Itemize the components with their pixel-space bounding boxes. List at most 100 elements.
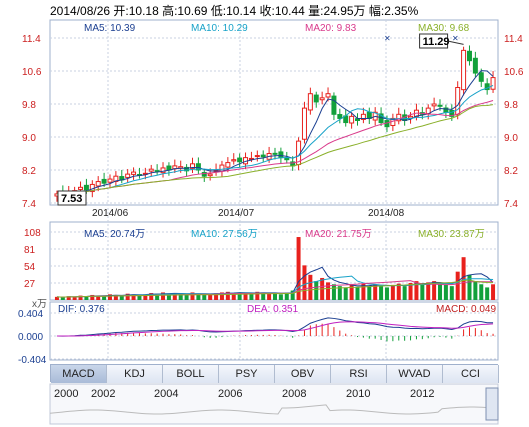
candle-body: [284, 157, 290, 161]
volume-bar: [172, 293, 177, 300]
star-marker-1: ✕: [384, 34, 391, 43]
candle-body: [125, 173, 131, 178]
year-2002: 2002: [91, 388, 116, 400]
candle-body: [207, 173, 213, 177]
volume-bar: [402, 286, 407, 300]
candle-body: [248, 157, 254, 160]
indicator-tabs: MACD KDJ BOLL PSY OBV RSI WVAD CCI: [50, 364, 499, 383]
tab-psy[interactable]: PSY: [219, 365, 275, 383]
vol-ma10-legend: MA10: 27.56万: [191, 229, 258, 240]
volume-bar: [131, 294, 136, 300]
candle-body: [478, 72, 484, 82]
candle-body: [237, 157, 243, 163]
volume-bar: [119, 295, 124, 300]
volume-bar: [84, 296, 89, 300]
volume-bar: [302, 265, 307, 300]
high-marker-label: 11.29: [423, 36, 450, 48]
dif-line: [56, 317, 494, 337]
volume-bar: [184, 294, 189, 300]
volume-bar: [284, 292, 289, 300]
tab-boll[interactable]: BOLL: [163, 365, 219, 383]
candle-body: [107, 178, 113, 183]
vol-ma20-legend: MA20: 21.75万: [305, 229, 372, 240]
volume-bar: [379, 286, 384, 300]
price-ma20-line: [56, 100, 494, 196]
candle-body: [254, 155, 260, 158]
volume-bar: [414, 281, 419, 300]
x-tick-1: 2014/07: [218, 208, 255, 219]
low-marker-box: [57, 190, 87, 206]
tab-rsi[interactable]: RSI: [331, 365, 387, 383]
volume-bar: [54, 296, 59, 300]
price-tick-right: 9.0: [504, 133, 518, 144]
macd-tick: 0.404: [18, 309, 43, 320]
candle-body: [83, 184, 89, 191]
candle-body: [455, 87, 461, 116]
macd-tick: -0.404: [18, 355, 47, 366]
tab-cci[interactable]: CCI: [443, 365, 499, 383]
volume-bar: [331, 284, 336, 300]
volume-bar: [190, 292, 195, 300]
volume-bar: [373, 284, 378, 300]
volume-bar: [396, 283, 401, 300]
volume-bar: [367, 285, 372, 300]
high-marker-pointer: [447, 40, 464, 45]
dea-line: [56, 321, 494, 337]
price-tick-left: 8.2: [22, 166, 36, 177]
volume-bar: [361, 283, 366, 300]
volume-bar: [66, 296, 71, 300]
price-ma30-line: [56, 104, 494, 196]
candle-body: [437, 104, 443, 107]
tab-wvad[interactable]: WVAD: [387, 365, 443, 383]
volume-bar: [125, 293, 130, 300]
tab-macd[interactable]: MACD: [51, 365, 107, 383]
price-tick-left: 7.4: [22, 199, 36, 210]
candle-body: [396, 113, 402, 122]
candle-body: [195, 163, 201, 171]
macd-panel-frame: [49, 301, 499, 361]
candle-body: [260, 154, 266, 158]
volume-bar: [485, 287, 490, 300]
volume-bar: [113, 294, 118, 300]
tab-kdj[interactable]: KDJ: [107, 365, 163, 383]
ma30-legend: MA30: 9.68: [418, 23, 470, 34]
ma10-legend: MA10: 10.29: [191, 23, 248, 34]
volume-bar: [143, 294, 148, 300]
candle-body: [313, 94, 319, 103]
macd-tick: 0.000: [18, 332, 43, 343]
candle-body: [278, 151, 284, 159]
candle-body: [431, 103, 437, 107]
candle-body: [131, 171, 137, 175]
tab-obv[interactable]: OBV: [275, 365, 331, 383]
price-tick-left: 11.4: [22, 34, 41, 45]
volume-bar: [107, 294, 112, 300]
price-tick-left: 9.0: [22, 133, 36, 144]
year-2004: 2004: [154, 388, 179, 400]
volume-bar: [491, 284, 496, 300]
volume-bar: [390, 284, 395, 300]
volume-bar: [225, 291, 230, 300]
volume-tick: 54: [24, 262, 36, 273]
price-panel-frame: [49, 19, 499, 206]
volume-bar: [102, 296, 107, 300]
macd-legend: MACD: 0.049: [436, 304, 497, 315]
price-tick-right: 10.6: [504, 67, 524, 78]
candle-body: [331, 95, 337, 115]
price-tick-right: 8.2: [504, 166, 518, 177]
candle-body: [160, 167, 166, 174]
volume-bar: [208, 294, 213, 300]
volume-bar: [214, 293, 219, 300]
candle-body: [184, 166, 190, 172]
volume-bar: [196, 294, 201, 300]
volume-bar: [455, 271, 460, 300]
ma20-legend: MA20: 9.83: [305, 23, 357, 34]
candle-body: [301, 107, 307, 140]
volume-bar: [467, 274, 472, 300]
dif-legend: DIF: 0.376: [58, 304, 105, 315]
candle-body: [78, 186, 84, 190]
volume-bar: [96, 295, 101, 300]
candle-body: [113, 175, 119, 182]
volume-bar: [261, 292, 266, 300]
volume-bar: [166, 294, 171, 300]
price-tick-left: 10.6: [22, 67, 42, 78]
